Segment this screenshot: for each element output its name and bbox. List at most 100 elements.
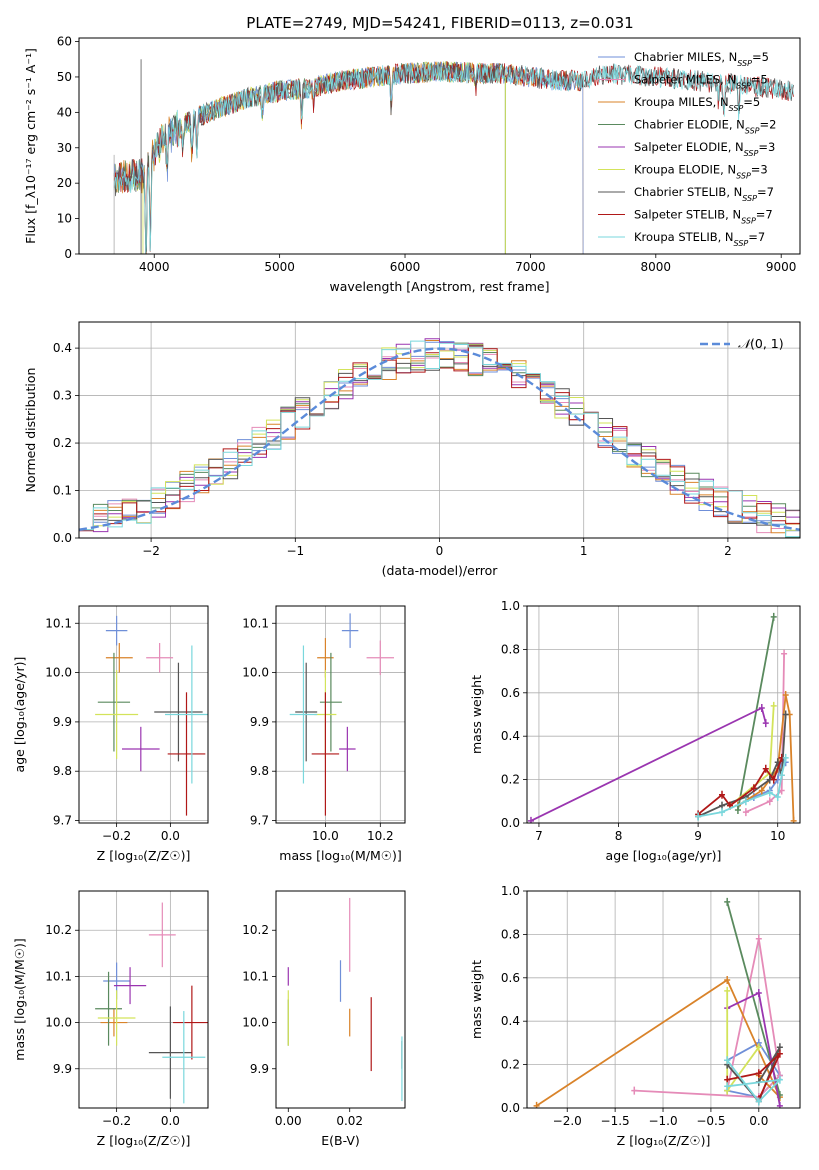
x-tick-label: 10.2 bbox=[367, 829, 394, 843]
y-tick-label: 30 bbox=[57, 141, 72, 155]
y-tick-label: 10.1 bbox=[242, 616, 269, 630]
y-tick-label: 9.7 bbox=[250, 814, 269, 828]
y-tick-label: 10.1 bbox=[45, 969, 72, 983]
weight-marker bbox=[724, 1056, 731, 1065]
spectrum-line bbox=[113, 61, 794, 254]
weight-marker bbox=[770, 775, 777, 784]
weight-marker bbox=[774, 792, 781, 801]
plot-area bbox=[289, 613, 395, 816]
weight-series-line bbox=[726, 1059, 783, 1103]
weight-marker bbox=[776, 1101, 783, 1108]
axes-frame bbox=[78, 605, 209, 824]
y-axis-label: mass weight bbox=[469, 960, 484, 1039]
figure-title: PLATE=2749, MJD=54241, FIBERID=0113, z=0… bbox=[246, 14, 633, 32]
legend-entry: Salpeter ELODIE, NSSP=3 bbox=[634, 140, 775, 158]
x-tick-label: −1.5 bbox=[601, 1114, 630, 1128]
y-tick-label: 0.8 bbox=[501, 642, 520, 656]
x-axis-label: E(B-V) bbox=[321, 1133, 360, 1148]
errorbar-point bbox=[97, 652, 131, 752]
x-tick-label: 0.00 bbox=[275, 1114, 302, 1128]
weight-marker bbox=[770, 701, 777, 710]
weight-marker bbox=[762, 719, 769, 728]
x-tick-label: 0.02 bbox=[336, 1114, 363, 1128]
y-axis-label: age [log₁₀(age/yr)] bbox=[12, 657, 27, 773]
plot-area bbox=[287, 897, 403, 1102]
weight-marker bbox=[758, 703, 765, 712]
x-tick-label: 0.0 bbox=[161, 1114, 180, 1128]
axis-group: 4000 5000 6000 7000 8000 9000 0 10 20 30 40 50 60 wav… bbox=[23, 35, 801, 294]
y-tick-label: 0.4 bbox=[53, 341, 72, 355]
axis-group: −2.0 −1.5 −1.0 −0.5 0.0 0.0 0.2 0.4 0.6 0.8 1.0 Z [… bbox=[469, 884, 801, 1148]
axes-frame bbox=[526, 890, 801, 1109]
x-tick-label: −2 bbox=[142, 544, 160, 558]
weight-marker bbox=[755, 934, 762, 943]
panel-age_vs_Z: −0.2 0.0 9.7 9.8 9.9 10.0 10.1 Z [log₁₀(Z/Z☉)] a… bbox=[12, 605, 209, 863]
y-tick-label: 0.0 bbox=[501, 816, 520, 830]
y-tick-label: 0 bbox=[64, 247, 72, 261]
errorbar-point bbox=[95, 670, 139, 759]
legend-entry: Salpeter STELIB, NSSP=7 bbox=[634, 208, 773, 226]
x-tick-label: 6000 bbox=[390, 260, 421, 274]
weight-marker bbox=[719, 808, 725, 817]
y-tick-label: 0.8 bbox=[501, 927, 520, 941]
y-tick-label: 10.1 bbox=[45, 616, 72, 630]
legend-entry: Chabrier STELIB, NSSP=7 bbox=[634, 185, 774, 203]
errorbar-point bbox=[95, 971, 122, 1046]
weight-marker bbox=[755, 988, 762, 997]
x-tick-label: 2 bbox=[724, 544, 732, 558]
errorbar-point bbox=[100, 1008, 128, 1037]
legend: 𝒩(0, 1) bbox=[700, 336, 784, 351]
y-tick-label: 0.3 bbox=[53, 389, 72, 403]
x-tick-label: 0.0 bbox=[161, 829, 180, 843]
grid-lines bbox=[79, 891, 208, 1108]
x-axis-label: age [log₁₀(age/yr)] bbox=[606, 848, 722, 863]
axes-frame bbox=[78, 321, 801, 539]
weight-marker bbox=[742, 797, 749, 806]
legend-entry: Chabrier MILES, NSSP=5 bbox=[634, 50, 769, 68]
x-tick-label: −2.0 bbox=[553, 1114, 582, 1128]
x-tick-label: 4000 bbox=[139, 260, 170, 274]
y-tick-label: 0.2 bbox=[501, 1058, 520, 1072]
x-tick-label: 9000 bbox=[766, 260, 797, 274]
y-tick-label: 10.0 bbox=[242, 1016, 269, 1030]
weight-series-line bbox=[727, 1053, 781, 1100]
y-axis-label: Normed distribution bbox=[23, 368, 38, 493]
weight-marker bbox=[755, 1043, 762, 1052]
y-tick-label: 10.0 bbox=[45, 666, 72, 680]
axis-group: −2 −1 0 1 2 0.0 0.1 0.2 0.3 0.4 (data-model)/error… bbox=[23, 321, 801, 578]
y-tick-label: 50 bbox=[57, 70, 72, 84]
panel-age_vs_mass: 10.0 10.2 9.7 9.8 9.9 10.0 10.1 mass [log₁₀(M/M… bbox=[242, 605, 406, 863]
weight-marker bbox=[766, 788, 773, 797]
y-tick-label: 10.1 bbox=[242, 969, 269, 983]
errorbar-point bbox=[105, 615, 128, 646]
x-tick-label: 5000 bbox=[264, 260, 295, 274]
x-tick-label: 8 bbox=[615, 829, 623, 843]
axes-frame bbox=[275, 890, 406, 1109]
spectrum-line bbox=[113, 61, 794, 252]
panel-residuals: −2 −1 0 1 2 0.0 0.1 0.2 0.3 0.4 (data-model)/error… bbox=[23, 321, 801, 578]
panel-weight_vs_age: 7 8 9 10 0.0 0.2 0.4 0.6 0.8 1.0 age [log₁₀(age/yr… bbox=[469, 599, 801, 863]
y-tick-label: 10.2 bbox=[242, 923, 269, 937]
errorbar-point bbox=[148, 902, 176, 968]
weight-marker bbox=[782, 710, 789, 719]
y-tick-label: 9.9 bbox=[53, 715, 72, 729]
weight-marker bbox=[533, 1101, 540, 1108]
plot-area bbox=[113, 59, 794, 254]
errorbar-point bbox=[122, 726, 160, 772]
errorbar-point bbox=[289, 645, 318, 784]
y-axis-label: mass [log₁₀(M/M☉)] bbox=[12, 938, 27, 1060]
panel-weight_vs_Z: −2.0 −1.5 −1.0 −0.5 0.0 0.0 0.2 0.4 0.6 0.8 1.0 Z [… bbox=[469, 884, 801, 1148]
weight-marker bbox=[755, 1097, 762, 1106]
x-tick-label: −1 bbox=[286, 544, 304, 558]
weight-marker bbox=[758, 786, 765, 795]
axis-group: −0.2 0.0 9.7 9.8 9.9 10.0 10.1 Z [log₁₀(Z/Z☉)] a… bbox=[12, 605, 209, 863]
y-axis-label: Flux [f_λ10⁻¹⁷ erg cm⁻² s⁻¹ A⁻¹] bbox=[23, 48, 38, 244]
errorbar-point bbox=[341, 613, 359, 648]
errorbar-point bbox=[97, 990, 136, 1046]
y-tick-label: 0.2 bbox=[501, 773, 520, 787]
y-tick-label: 0.1 bbox=[53, 484, 72, 498]
weight-marker bbox=[770, 612, 777, 621]
panel-spectrum: 4000 5000 6000 7000 8000 9000 0 10 20 30 40 50 60 wav… bbox=[23, 35, 801, 294]
weight-marker bbox=[631, 1086, 638, 1095]
y-tick-label: 40 bbox=[57, 105, 72, 119]
